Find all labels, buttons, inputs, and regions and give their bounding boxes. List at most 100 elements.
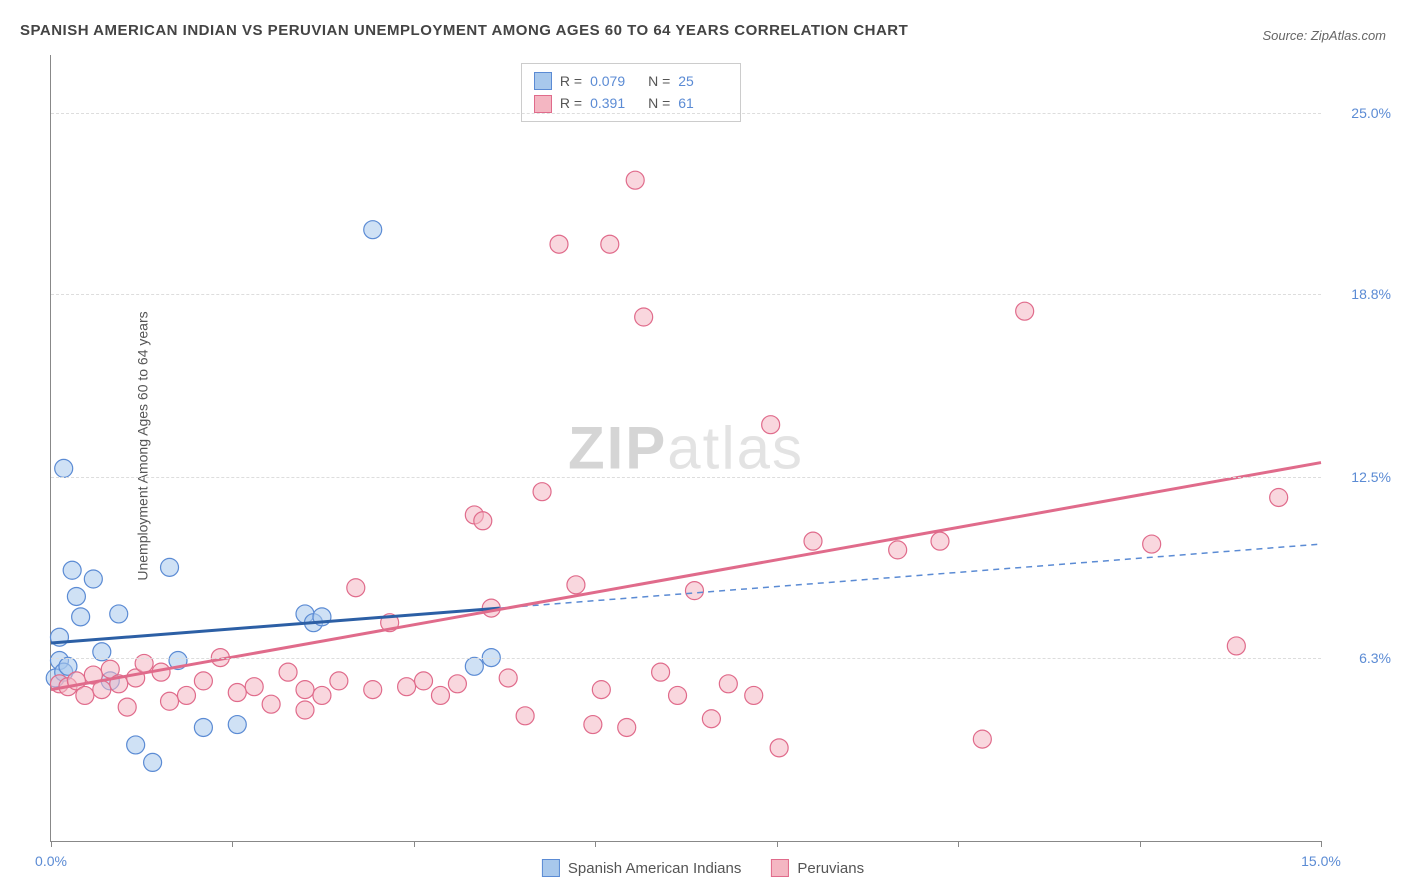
data-point [110,605,128,623]
stat-n-label: N = [648,92,670,114]
gridline [51,113,1321,114]
data-point [55,459,73,477]
data-point [626,171,644,189]
x-tick [232,841,233,847]
data-point [931,532,949,550]
legend-label: Peruvians [797,860,864,877]
data-point [76,686,94,704]
data-point [592,681,610,699]
data-point [347,579,365,597]
data-point [601,235,619,253]
data-point [1016,302,1034,320]
x-tick-label: 15.0% [1301,853,1341,869]
legend-swatch [542,859,560,877]
data-point [279,663,297,681]
y-tick-label: 18.8% [1351,286,1391,302]
data-point [67,587,85,605]
data-point [296,681,314,699]
gridline [51,658,1321,659]
stat-r-value: 0.079 [590,70,640,92]
stat-r-label: R = [560,92,582,114]
data-point [762,416,780,434]
data-point [228,684,246,702]
legend-item: Peruvians [771,859,864,877]
data-point [465,657,483,675]
data-point [474,512,492,530]
x-tick [1321,841,1322,847]
data-point [72,608,90,626]
stat-n-value: 25 [678,70,728,92]
series-swatch [534,72,552,90]
data-point [635,308,653,326]
data-point [93,681,111,699]
legend-item: Spanish American Indians [542,859,741,877]
scatter-plot-svg [51,55,1321,841]
data-point [889,541,907,559]
chart-title: SPANISH AMERICAN INDIAN VS PERUVIAN UNEM… [20,22,908,39]
stats-row: R =0.391N =61 [534,92,728,114]
trend-line [51,463,1321,690]
stat-n-label: N = [648,70,670,92]
x-tick [595,841,596,847]
data-point [63,561,81,579]
data-point [804,532,822,550]
data-point [550,235,568,253]
data-point [194,718,212,736]
data-point [448,675,466,693]
data-point [398,678,416,696]
series-swatch [534,95,552,113]
x-tick-label: 0.0% [35,853,67,869]
data-point [228,716,246,734]
legend-swatch [771,859,789,877]
data-point [685,582,703,600]
gridline [51,477,1321,478]
data-point [364,221,382,239]
data-point [313,686,331,704]
data-point [127,736,145,754]
data-point [364,681,382,699]
data-point [652,663,670,681]
stat-r-label: R = [560,70,582,92]
data-point [1143,535,1161,553]
stats-row: R = 0.079 N = 25 [534,70,728,92]
x-tick [958,841,959,847]
data-point [84,570,102,588]
data-point [1270,488,1288,506]
data-point [1227,637,1245,655]
data-point [330,672,348,690]
plot-area: ZIPatlas R =0.079N =25R =0.391N =61 6.3%… [50,55,1321,842]
trend-line-dashed [500,544,1321,608]
stat-n-value: 61 [678,92,728,114]
data-point [415,672,433,690]
data-point [702,710,720,728]
data-point [296,701,314,719]
data-point [499,669,517,687]
legend: Spanish American Indians Peruvians [542,859,864,877]
data-point [118,698,136,716]
source-attribution: Source: ZipAtlas.com [1262,28,1386,43]
data-point [584,716,602,734]
y-tick-label: 12.5% [1351,469,1391,485]
data-point [770,739,788,757]
data-point [719,675,737,693]
data-point [161,692,179,710]
data-point [194,672,212,690]
data-point [533,483,551,501]
x-tick [414,841,415,847]
data-point [144,753,162,771]
data-point [262,695,280,713]
data-point [177,686,195,704]
y-tick-label: 6.3% [1359,650,1391,666]
data-point [618,718,636,736]
y-tick-label: 25.0% [1351,105,1391,121]
data-point [431,686,449,704]
data-point [161,558,179,576]
legend-label: Spanish American Indians [568,860,741,877]
data-point [973,730,991,748]
data-point [245,678,263,696]
data-point [567,576,585,594]
x-tick [51,841,52,847]
data-point [745,686,763,704]
data-point [669,686,687,704]
x-tick [777,841,778,847]
